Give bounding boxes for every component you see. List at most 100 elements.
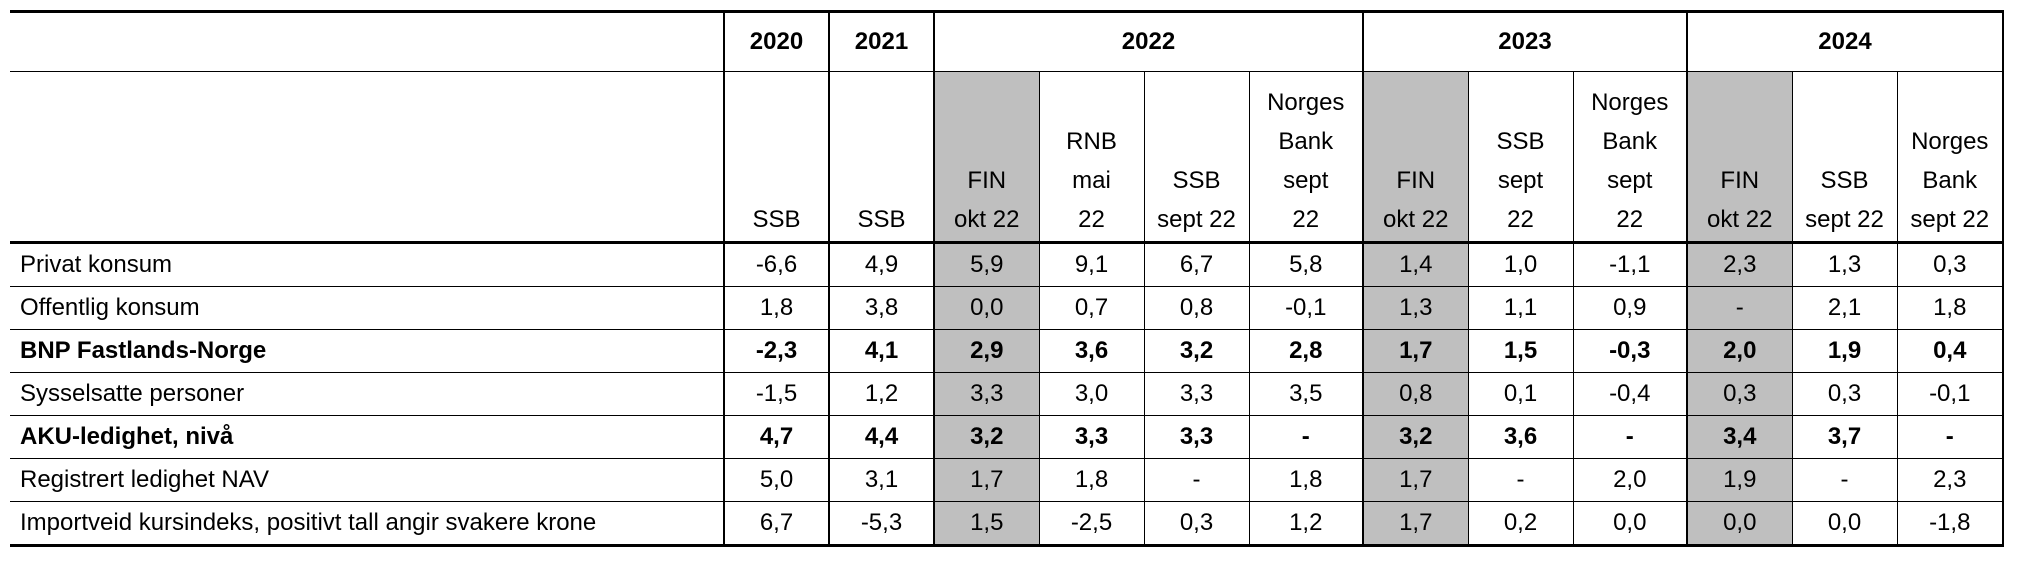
table-cell: 1,8 [1896, 286, 2004, 330]
table-cell: -0,4 [1572, 372, 1687, 416]
table-cell: 2,0 [1572, 458, 1687, 502]
source-label-line: Norges [1267, 89, 1345, 116]
table-cell: -6,6 [723, 242, 829, 287]
table-cell: 1,1 [1467, 286, 1573, 330]
table-row: Importveid kursindeks, positivt tall ang… [10, 501, 2004, 547]
source-label-line: sept 22 [1805, 206, 1884, 233]
table-cell: 0,0 [1686, 501, 1792, 547]
table-cell: 3,7 [1791, 415, 1897, 459]
table-cell: -2,5 [1038, 501, 1144, 547]
table-cell: 5,9 [933, 242, 1039, 287]
table-cell: 0,1 [1467, 372, 1573, 416]
source-label-line: SSB [1172, 167, 1221, 194]
src-2022-ssb: SSB sept 22 [1143, 71, 1249, 244]
table-cell: 3,3 [1038, 415, 1144, 459]
table-cell: 0,3 [1143, 501, 1249, 547]
forecast-table: 2020 2021 2022 2023 2024 SSB SSB FIN okt 22… [10, 10, 2004, 547]
table-cell: 3,8 [828, 286, 934, 330]
year-2021: 2021 [828, 10, 934, 72]
source-label-line: Bank [1602, 128, 1658, 155]
source-label-line: FIN [967, 167, 1007, 194]
source-label-line: okt 22 [1383, 206, 1449, 233]
table-cell: 0,8 [1143, 286, 1249, 330]
source-label-line: Bank [1278, 128, 1334, 155]
table-cell: 0,3 [1686, 372, 1792, 416]
table-cell: 2,3 [1896, 458, 2004, 502]
source-label-line: SSB [752, 206, 801, 233]
table-cell: 1,0 [1467, 242, 1573, 287]
table-cell: 1,8 [1038, 458, 1144, 502]
source-label-line: 22 [1507, 206, 1534, 233]
table-cell: 2,3 [1686, 242, 1792, 287]
table-cell: - [1572, 415, 1687, 459]
src-2023-ssb: SSB sept 22 [1467, 71, 1573, 244]
src-2020-ssb: SSB [723, 71, 829, 244]
year-2023: 2023 [1362, 10, 1687, 72]
header-blank-2 [10, 71, 724, 244]
table-cell: - [1467, 458, 1573, 502]
source-label-line: sept 22 [1157, 206, 1236, 233]
table-cell: 1,7 [1362, 501, 1468, 547]
table-cell: 0,4 [1896, 329, 2004, 373]
src-2022-fin: FIN okt 22 [933, 71, 1039, 244]
table-cell: 0,0 [1791, 501, 1897, 547]
source-label-line: FIN [1396, 167, 1436, 194]
table-cell: 0,7 [1038, 286, 1144, 330]
table-cell: 5,0 [723, 458, 829, 502]
table-cell: -0,3 [1572, 329, 1687, 373]
source-label-line: SSB [1820, 167, 1869, 194]
table-cell: 1,7 [933, 458, 1039, 502]
table-cell: 1,3 [1362, 286, 1468, 330]
table-cell: 0,3 [1896, 242, 2004, 287]
table-cell: 9,1 [1038, 242, 1144, 287]
table-cell: 4,1 [828, 329, 934, 373]
src-2023-norges-bank: Norges Bank sept 22 [1572, 71, 1687, 244]
table-cell: 1,4 [1362, 242, 1468, 287]
row-label: Registrert ledighet NAV [10, 458, 724, 502]
src-2021-ssb: SSB [828, 71, 934, 244]
table-cell: 1,5 [933, 501, 1039, 547]
table-cell: - [1791, 458, 1897, 502]
source-label-line: sept 22 [1910, 206, 1990, 233]
source-label-line: Norges [1591, 89, 1669, 116]
table-row: AKU-ledighet, nivå 4,7 4,4 3,2 3,3 3,3-3,2 3,6… [10, 415, 2004, 459]
table-cell: 0,8 [1362, 372, 1468, 416]
table-cell: 1,8 [1248, 458, 1363, 502]
table-cell: 0,2 [1467, 501, 1573, 547]
table-cell: 3,6 [1467, 415, 1573, 459]
table-cell: 3,3 [1143, 372, 1249, 416]
table-cell: -1,5 [723, 372, 829, 416]
src-2022-rnb: RNB mai 22 [1038, 71, 1144, 244]
source-label-line: okt 22 [1707, 206, 1773, 233]
table-row: Privat konsum -6,6 4,9 5,9 9,1 6,7 5,8 1,4 1,0 -1… [10, 242, 2004, 287]
row-label: Importveid kursindeks, positivt tall ang… [10, 501, 724, 547]
source-label-line: mai [1072, 167, 1111, 194]
table-row: Registrert ledighet NAV 5,0 3,1 1,7 1,8-1,8 1… [10, 458, 2004, 502]
table-cell: 0,0 [933, 286, 1039, 330]
header-blank [10, 10, 724, 72]
table-cell: 4,4 [828, 415, 934, 459]
table-cell: 1,5 [1467, 329, 1573, 373]
source-label-line: okt 22 [954, 206, 1020, 233]
table-cell: 0,9 [1572, 286, 1687, 330]
row-label: Offentlig konsum [10, 286, 724, 330]
src-2022-norges-bank: Norges Bank sept 22 [1248, 71, 1363, 244]
table-cell: -5,3 [828, 501, 934, 547]
table-cell: -1,8 [1896, 501, 2004, 547]
source-label-line: sept [1497, 167, 1544, 194]
table-cell: 6,7 [1143, 242, 1249, 287]
table-cell: 3,2 [1143, 329, 1249, 373]
source-label-line: Bank [1922, 167, 1978, 194]
table-cell: -2,3 [723, 329, 829, 373]
source-label-line: SSB [857, 206, 906, 233]
table-cell: 3,0 [1038, 372, 1144, 416]
table-cell: 3,4 [1686, 415, 1792, 459]
source-label-line: 22 [1078, 206, 1105, 233]
table-cell: 0,3 [1791, 372, 1897, 416]
source-header-row: SSB SSB FIN okt 22 RNB mai 22 SSB sept 22 Norges B… [10, 71, 2004, 244]
source-label-line: sept [1607, 167, 1653, 194]
table-cell: 4,7 [723, 415, 829, 459]
table-cell: 6,7 [723, 501, 829, 547]
table-cell: 1,9 [1686, 458, 1792, 502]
year-2024: 2024 [1686, 10, 2004, 72]
